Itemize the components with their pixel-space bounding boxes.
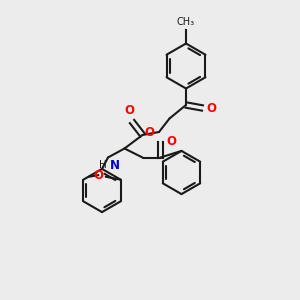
Text: N: N xyxy=(110,159,119,172)
Text: O: O xyxy=(166,135,176,148)
Text: O: O xyxy=(206,101,216,115)
Text: H: H xyxy=(99,160,106,170)
Text: O: O xyxy=(145,125,154,139)
Text: O: O xyxy=(93,169,103,182)
Text: CH₃: CH₃ xyxy=(177,17,195,27)
Text: O: O xyxy=(124,104,134,117)
